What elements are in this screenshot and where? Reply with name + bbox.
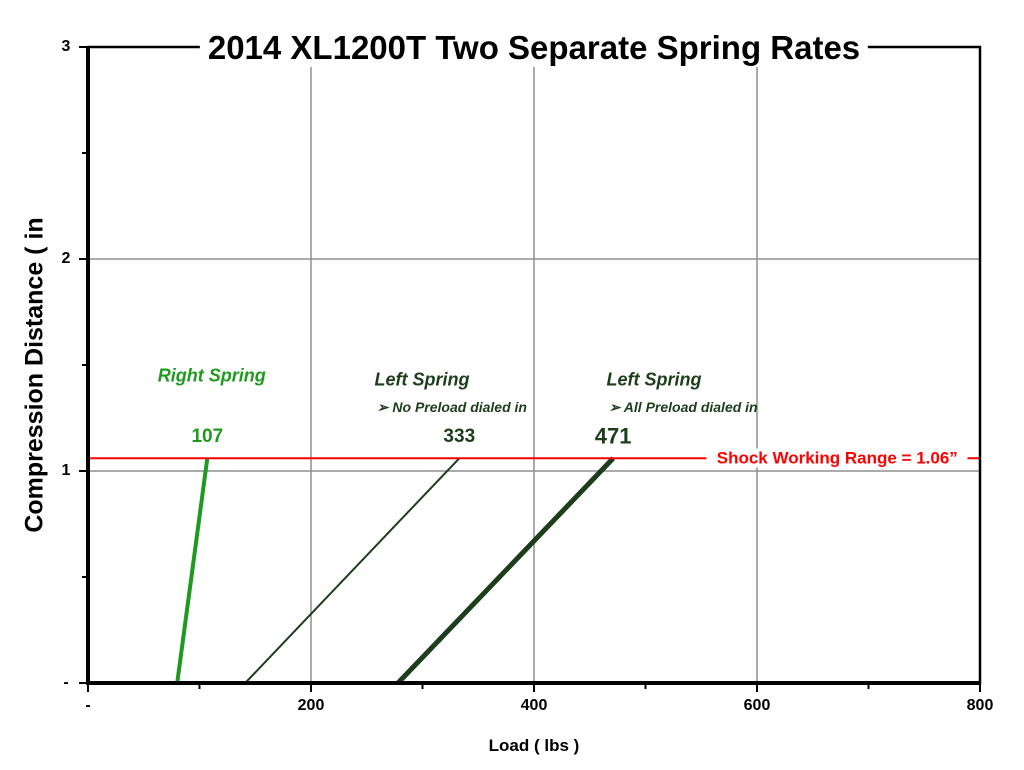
- x-tick-label-400: 400: [520, 697, 548, 714]
- annotation-right-spring-label: Right Spring: [157, 365, 266, 386]
- annotation-left-spring-no-preload-value: 333: [443, 426, 476, 448]
- x-tick-label-600: 600: [743, 697, 771, 714]
- y-tick-label-1: 1: [61, 462, 71, 479]
- y-tick-label-0: -: [63, 674, 69, 691]
- y-tick-label-2: 2: [61, 250, 71, 267]
- annotation-shock-working-range-label: Shock Working Range = 1.06”: [706, 448, 968, 468]
- annotation-left-spring-no-preload-bullet: ➢ No Preload dialed in: [376, 399, 527, 416]
- chart-title: 2014 XL1200T Two Separate Spring Rates: [199, 29, 869, 67]
- y-axis-title: Compression Distance ( in: [20, 217, 49, 533]
- annotation-left-spring-all-preload-label: Left Spring: [606, 369, 702, 390]
- x-tick-label-0: -: [85, 697, 91, 714]
- annotation-left-spring-no-preload-label: Left Spring: [374, 369, 470, 390]
- annotation-left-spring-all-preload-value: 471: [594, 423, 632, 449]
- series-left-spring-no-preload: [244, 457, 461, 684]
- x-tick-label-200: 200: [297, 697, 325, 714]
- series-right-spring: [175, 458, 210, 684]
- annotation-right-spring-value: 107: [191, 426, 224, 448]
- x-tick-label-800: 800: [966, 697, 994, 714]
- x-axis-title: Load ( lbs ): [488, 736, 580, 755]
- series-left-spring-all-preload: [396, 456, 615, 685]
- annotation-left-spring-all-preload-bullet: ➢ All Preload dialed in: [608, 399, 758, 416]
- y-tick-label-3: 3: [61, 38, 71, 55]
